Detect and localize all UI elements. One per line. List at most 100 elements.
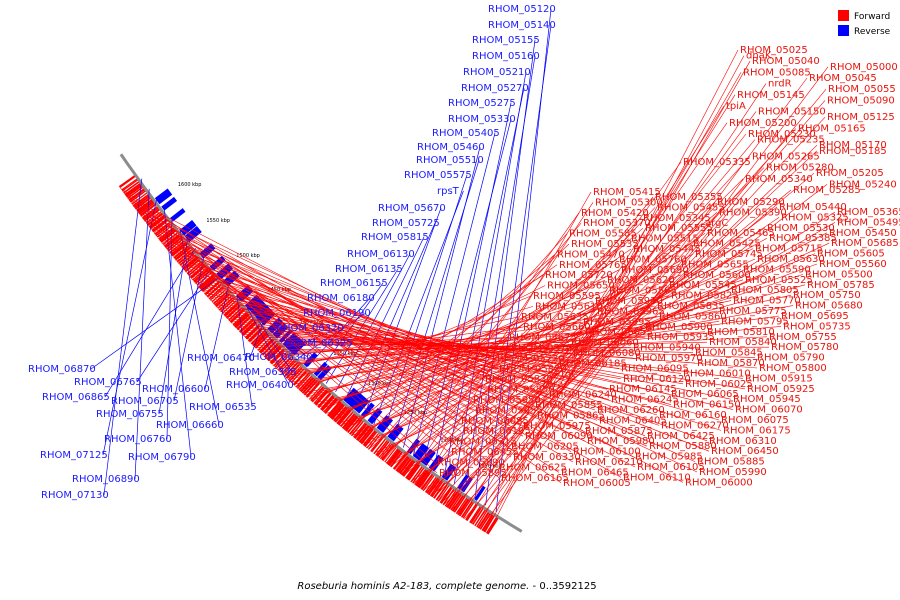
forward-leader-line bbox=[471, 83, 767, 525]
reverse-leader-line bbox=[90, 276, 221, 370]
reverse-gene-label: RHOM_06660 bbox=[156, 420, 224, 431]
forward-feature bbox=[229, 308, 245, 323]
reverse-gene-label: RHOM_06865 bbox=[42, 392, 110, 403]
forward-leader-line bbox=[456, 116, 826, 514]
tick-label: 1150 kbp bbox=[478, 464, 502, 470]
forward-gene-label: RHOM_05635 bbox=[521, 312, 589, 323]
forward-gene-label: RHOM_05690 bbox=[621, 265, 689, 276]
forward-gene-label: RHOM_06065 bbox=[671, 389, 739, 400]
forward-feature bbox=[355, 424, 370, 441]
forward-leader-line bbox=[433, 167, 765, 499]
forward-gene-label: RHOM_05765 bbox=[559, 260, 627, 271]
forward-leader-line bbox=[181, 266, 474, 411]
forward-gene-label: RHOM_05280 bbox=[766, 163, 834, 174]
reverse-gene-label: RHOM_06535 bbox=[189, 402, 257, 413]
reverse-feature bbox=[441, 463, 457, 481]
forward-feature bbox=[350, 420, 365, 437]
forward-leader-line bbox=[306, 295, 670, 398]
forward-gene-label: RHOM_05560 bbox=[819, 259, 887, 270]
reverse-gene-label: RHOM_05140 bbox=[488, 20, 556, 31]
reverse-gene-label: RHOM_06870 bbox=[28, 364, 96, 375]
forward-feature bbox=[462, 501, 475, 519]
forward-feature bbox=[427, 478, 441, 496]
forward-gene-label: RHOM_06425 bbox=[647, 431, 715, 442]
forward-feature bbox=[439, 486, 452, 504]
forward-gene-label: RHOM_05045 bbox=[809, 73, 877, 84]
forward-leader-line bbox=[474, 77, 808, 526]
forward-gene-label: RHOM_06160 bbox=[659, 410, 727, 421]
forward-gene-label: tgt bbox=[561, 369, 575, 380]
forward-feature bbox=[397, 456, 411, 473]
reverse-gene-label: RHOM_05725 bbox=[372, 218, 440, 229]
forward-feature bbox=[402, 460, 416, 477]
forward-feature bbox=[472, 508, 484, 525]
reverse-leader-line bbox=[403, 146, 481, 448]
forward-feature bbox=[356, 425, 371, 442]
forward-feature bbox=[349, 418, 363, 435]
forward-gene-label: RHOM_05090 bbox=[827, 95, 895, 106]
forward-leader-line bbox=[191, 278, 472, 401]
forward-gene-label: RHOM_06465 bbox=[561, 467, 629, 478]
reverse-feature bbox=[457, 474, 470, 490]
forward-feature bbox=[340, 411, 354, 428]
forward-leader-line bbox=[378, 232, 706, 458]
forward-gene-label: RHOM_05085 bbox=[743, 67, 811, 78]
forward-gene-label: tpiA bbox=[726, 101, 746, 112]
forward-leader-line bbox=[443, 144, 818, 506]
forward-leader-line bbox=[136, 210, 636, 468]
forward-feature bbox=[341, 413, 356, 430]
forward-gene-label: RHOM_05965 bbox=[597, 306, 665, 317]
forward-gene-label: RHOM_05890 bbox=[437, 457, 505, 468]
reverse-gene-label: RHOM_06320 bbox=[276, 323, 344, 334]
forward-feature bbox=[239, 318, 255, 334]
forward-feature bbox=[455, 497, 468, 515]
reverse-leader-line bbox=[102, 198, 158, 456]
forward-gene-label: RHOM_05825 bbox=[671, 291, 739, 302]
forward-leader-line bbox=[212, 301, 484, 380]
forward-gene-label: RHOM_05525 bbox=[745, 275, 813, 286]
forward-leader-line bbox=[361, 253, 816, 444]
forward-feature bbox=[137, 200, 155, 214]
forward-gene-label: RHOM_05055 bbox=[828, 84, 896, 95]
forward-feature bbox=[162, 231, 179, 245]
map-caption: Roseburia hominis A2-183, complete genom… bbox=[297, 581, 596, 592]
forward-leader-line bbox=[193, 280, 734, 410]
forward-gene-label: RHOM_05675 bbox=[509, 333, 577, 344]
forward-feature bbox=[437, 485, 450, 502]
forward-gene-label: RHOM_06245 bbox=[611, 395, 679, 406]
forward-leader-line bbox=[203, 292, 732, 400]
forward-gene-label: RHOM_06205 bbox=[511, 442, 579, 453]
forward-gene-label: RHOM_05385 bbox=[769, 233, 837, 244]
forward-gene-label: RHOM_05555 bbox=[645, 223, 713, 234]
legend-swatch-forward bbox=[838, 10, 849, 21]
forward-feature bbox=[186, 261, 203, 275]
reverse-leader-line bbox=[485, 24, 552, 506]
forward-gene-label: RHOM_05145 bbox=[737, 90, 805, 101]
forward-feature bbox=[223, 301, 239, 316]
reverse-leader-line bbox=[393, 159, 480, 440]
forward-feature bbox=[123, 181, 140, 194]
forward-gene-label: RHOM_06080 bbox=[573, 348, 641, 359]
forward-feature bbox=[241, 320, 257, 335]
forward-gene-label: RHOM_05985 bbox=[635, 452, 703, 463]
forward-gene-label: RHOM_05925 bbox=[747, 384, 815, 395]
forward-gene-label: RHOM_05755 bbox=[769, 332, 837, 343]
forward-leader-line bbox=[356, 248, 632, 440]
reverse-leader-line bbox=[423, 118, 512, 463]
reverse-gene-label: RHOM_05575 bbox=[404, 170, 472, 181]
forward-gene-label: RHOM_05465 bbox=[707, 228, 775, 239]
forward-feature bbox=[305, 381, 320, 398]
forward-gene-label: RHOM_05235 bbox=[757, 135, 825, 146]
forward-gene-label: RHOM_05040 bbox=[752, 56, 820, 67]
forward-gene-label: RHOM_05685 bbox=[831, 238, 899, 249]
forward-feature bbox=[414, 469, 428, 486]
forward-feature bbox=[158, 226, 175, 241]
forward-feature bbox=[124, 182, 142, 196]
forward-feature bbox=[407, 464, 421, 481]
forward-gene-label: RHOM_05800 bbox=[759, 363, 827, 374]
reverse-gene-label: RHOM_06155 bbox=[320, 278, 388, 289]
forward-gene-label: RHOM_06075 bbox=[721, 415, 789, 426]
forward-leader-line bbox=[121, 190, 500, 479]
forward-gene-label: RHOM_05425 bbox=[693, 239, 761, 250]
forward-gene-label: RHOM_05420 bbox=[581, 208, 649, 219]
